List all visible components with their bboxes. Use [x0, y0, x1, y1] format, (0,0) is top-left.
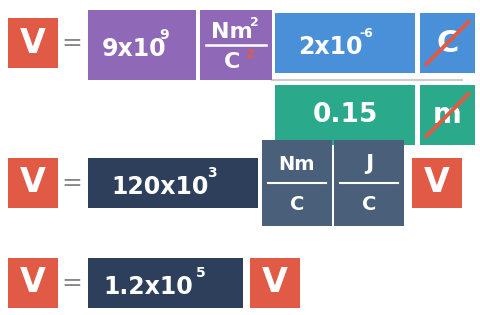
Text: C: C	[289, 194, 303, 214]
Text: 2: 2	[245, 48, 254, 60]
Text: 9x10: 9x10	[101, 37, 166, 61]
FancyBboxPatch shape	[8, 158, 58, 208]
FancyBboxPatch shape	[88, 10, 195, 80]
FancyBboxPatch shape	[411, 158, 461, 208]
FancyBboxPatch shape	[275, 13, 414, 73]
Text: 0.15: 0.15	[312, 102, 377, 128]
Text: 9: 9	[159, 28, 168, 42]
Text: Nm: Nm	[211, 22, 252, 42]
Text: J: J	[364, 154, 372, 174]
FancyBboxPatch shape	[250, 258, 300, 308]
FancyBboxPatch shape	[262, 140, 331, 226]
Text: 5: 5	[196, 266, 205, 280]
FancyBboxPatch shape	[419, 85, 474, 145]
FancyBboxPatch shape	[333, 140, 403, 226]
FancyBboxPatch shape	[200, 10, 271, 80]
Text: V: V	[20, 167, 46, 199]
FancyBboxPatch shape	[8, 258, 58, 308]
Text: 3: 3	[207, 166, 216, 180]
Text: Nm: Nm	[278, 154, 314, 174]
Text: C: C	[435, 28, 458, 58]
FancyBboxPatch shape	[88, 258, 242, 308]
Text: =: =	[61, 31, 82, 55]
Text: 2x10: 2x10	[297, 35, 361, 59]
Text: 1.2x10: 1.2x10	[103, 275, 192, 299]
Text: V: V	[20, 26, 46, 60]
Text: =: =	[61, 171, 82, 195]
Text: -6: -6	[359, 26, 372, 39]
Text: 120x10: 120x10	[111, 175, 208, 199]
Text: V: V	[20, 266, 46, 300]
FancyBboxPatch shape	[419, 13, 474, 73]
Text: =: =	[61, 271, 82, 295]
Text: C: C	[223, 52, 240, 72]
Text: V: V	[423, 167, 449, 199]
Text: C: C	[361, 194, 375, 214]
Text: 2: 2	[249, 15, 258, 28]
FancyBboxPatch shape	[88, 158, 257, 208]
FancyBboxPatch shape	[8, 18, 58, 68]
Text: m: m	[432, 101, 461, 129]
Text: V: V	[262, 266, 288, 300]
FancyBboxPatch shape	[275, 85, 414, 145]
